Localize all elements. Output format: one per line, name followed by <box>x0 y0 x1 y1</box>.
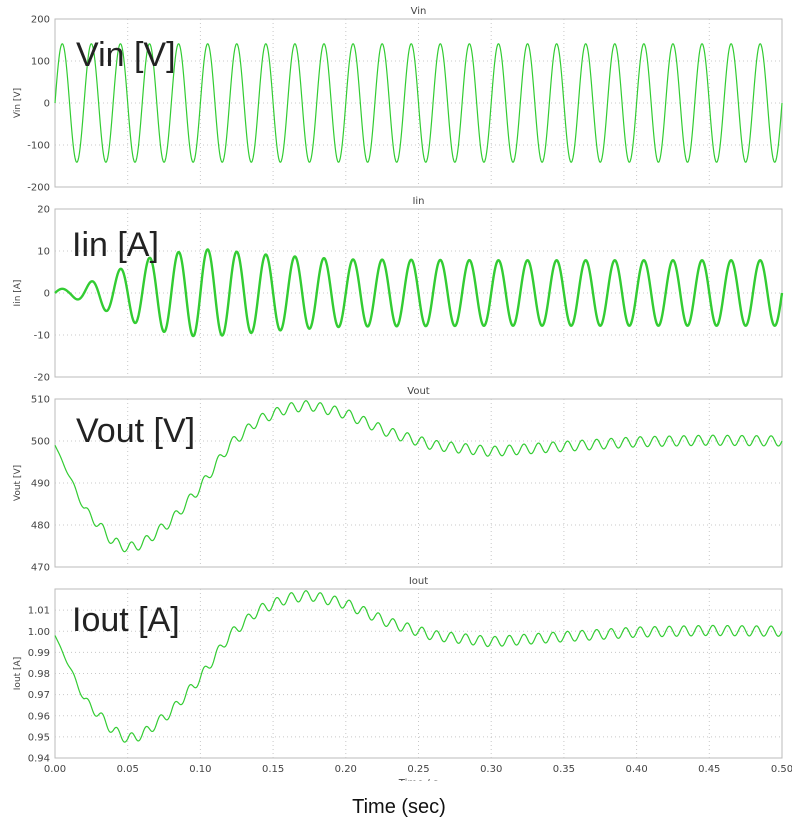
x-tick-label: 0.40 <box>625 764 647 775</box>
y-tick-label: -100 <box>27 141 50 152</box>
y-tick-label: 500 <box>31 437 50 448</box>
panel-iout: 1.01 1.00 0.99 0.98 0.97 0.96 0.95 0.94 Iout Iout… <box>13 576 792 789</box>
series-line-iin <box>54 248 784 338</box>
panel-iin: 20 10 0 -10 -20 Iin Iin [A] Iin [A] <box>13 196 784 384</box>
y-tick-label: -200 <box>27 183 50 194</box>
panel-annotation: Iout [A] <box>72 601 180 639</box>
x-tick-label: 0.20 <box>335 764 357 775</box>
x-tick-label: 0.35 <box>553 764 575 775</box>
y-tick-label: 510 <box>31 395 50 406</box>
x-tick-label: 0.15 <box>262 764 284 775</box>
x-axis-title: Time (sec) <box>352 796 446 818</box>
y-tick-label: 200 <box>31 15 50 26</box>
y-tick-label: 1.01 <box>28 606 50 617</box>
panel-title: Vout <box>407 386 430 397</box>
y-tick-label: 0.99 <box>28 648 50 659</box>
y-tick-label: 100 <box>31 57 50 68</box>
y-axis-label: Iout [A] <box>13 657 23 690</box>
y-tick-label: -10 <box>34 331 50 342</box>
y-tick-label: -20 <box>34 373 50 384</box>
series-line-vout <box>54 400 783 553</box>
panel-title: Iout <box>409 576 428 587</box>
x-tick-label: 0.45 <box>698 764 720 775</box>
y-tick-label: 0.96 <box>28 711 50 722</box>
panel-vout: 510 500 490 480 470 Vout Vout [V] Vout [V] <box>13 386 783 574</box>
y-tick-label: 0.95 <box>28 732 50 743</box>
panel-vin: 200 100 0 -100 -200 Vin Vin [V] Vin [V] <box>13 6 783 194</box>
x-tick-label: 0.00 <box>44 764 66 775</box>
y-tick-label: 1.00 <box>28 627 50 638</box>
y-axis-label: Iin [A] <box>13 280 23 307</box>
y-tick-label: 470 <box>31 563 50 574</box>
series-line-iout <box>54 590 783 743</box>
panel-annotation: Vin [V] <box>76 36 176 74</box>
panel-annotation: Vout [V] <box>76 412 195 450</box>
x-tick-label: 0.30 <box>480 764 502 775</box>
y-tick-label: 0.94 <box>28 754 50 765</box>
x-tick-label: 0.10 <box>189 764 211 775</box>
y-tick-label: 0 <box>44 99 50 110</box>
y-tick-label: 10 <box>37 247 50 258</box>
y-tick-label: 490 <box>31 479 50 490</box>
y-tick-label: 0.98 <box>28 669 50 680</box>
panel-title: Vin <box>411 6 427 17</box>
x-tick-label: 0.50 <box>771 764 792 775</box>
x-tick-label: 0.25 <box>407 764 429 775</box>
x-axis-label-partial: Time / s <box>398 778 438 789</box>
y-axis-label: Vin [V] <box>13 88 23 118</box>
panel-title: Iin <box>412 196 424 207</box>
y-tick-label: 20 <box>37 205 50 216</box>
y-tick-label: 0.97 <box>28 690 50 701</box>
x-tick-label: 0.05 <box>117 764 139 775</box>
y-tick-label: 480 <box>31 521 50 532</box>
y-axis-label: Vout [V] <box>13 465 23 501</box>
y-tick-label: 0 <box>44 289 50 300</box>
panel-annotation: Iin [A] <box>72 226 159 264</box>
series-line-vin <box>54 43 783 163</box>
